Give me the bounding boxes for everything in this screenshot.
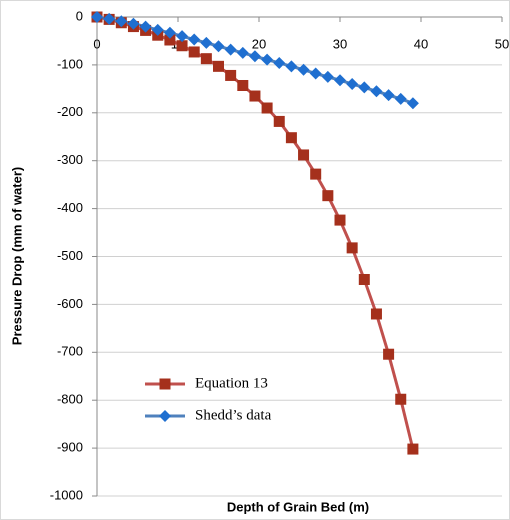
- data-point: [273, 115, 285, 127]
- legend-marker: [159, 378, 171, 390]
- data-point: [309, 67, 322, 80]
- x-tick-label: 40: [414, 36, 428, 51]
- data-point: [395, 393, 407, 405]
- data-point: [200, 36, 213, 49]
- x-tick-label: 20: [252, 36, 266, 51]
- data-point: [164, 34, 176, 46]
- data-point: [224, 43, 237, 56]
- data-point: [394, 92, 407, 105]
- data-point: [383, 348, 395, 360]
- data-point: [139, 20, 152, 33]
- y-tick-label: -500: [57, 248, 83, 263]
- y-tick-label: -900: [57, 440, 83, 455]
- data-point: [358, 273, 370, 285]
- y-tick-label: -300: [57, 152, 83, 167]
- data-point: [249, 90, 261, 102]
- data-point: [261, 102, 273, 114]
- data-point: [151, 23, 164, 36]
- data-point: [176, 40, 188, 52]
- data-point: [297, 63, 310, 76]
- x-tick-label: 30: [333, 36, 347, 51]
- data-point: [188, 33, 201, 46]
- data-point: [346, 242, 358, 254]
- legend-label: Shedd’s data: [195, 407, 272, 423]
- x-tick-label: 0: [93, 36, 100, 51]
- data-point: [261, 53, 274, 66]
- data-point: [188, 46, 200, 58]
- y-tick-label: -1000: [50, 487, 83, 502]
- y-tick-label: -200: [57, 104, 83, 119]
- legend-marker: [159, 410, 171, 422]
- data-point: [334, 74, 346, 87]
- y-axis-title: Pressure Drop (mm of water): [9, 167, 24, 345]
- data-point: [273, 56, 286, 69]
- data-point: [382, 89, 395, 102]
- y-tick-label: -400: [57, 200, 83, 215]
- data-point: [322, 190, 334, 202]
- data-point: [212, 40, 225, 53]
- y-tick-label: 0: [76, 8, 83, 23]
- data-point: [310, 168, 322, 180]
- x-axis-title: Depth of Grain Bed (m): [227, 499, 369, 514]
- data-point: [285, 132, 297, 144]
- data-point: [236, 46, 249, 59]
- data-point: [91, 11, 103, 23]
- data-point: [176, 30, 189, 43]
- data-point: [370, 85, 383, 98]
- data-point: [225, 69, 237, 81]
- data-point: [358, 81, 371, 94]
- data-point: [200, 53, 212, 65]
- data-point: [370, 308, 382, 320]
- data-point: [163, 26, 176, 39]
- y-tick-label: -100: [57, 56, 83, 71]
- data-point: [127, 17, 140, 30]
- data-point: [334, 214, 346, 226]
- y-tick-label: -700: [57, 344, 83, 359]
- y-tick-label: -800: [57, 392, 83, 407]
- data-point: [407, 443, 419, 455]
- data-point: [248, 50, 261, 63]
- data-point: [406, 97, 419, 110]
- data-point: [237, 79, 249, 91]
- data-point: [298, 149, 310, 161]
- legend-label: Equation 13: [195, 375, 268, 391]
- data-point: [103, 12, 116, 25]
- data-point: [115, 15, 128, 28]
- data-point: [213, 60, 224, 72]
- data-point: [346, 78, 359, 91]
- data-point: [321, 70, 334, 83]
- data-point: [285, 60, 298, 73]
- y-tick-label: -600: [57, 296, 83, 311]
- x-tick-label: 50: [495, 36, 509, 51]
